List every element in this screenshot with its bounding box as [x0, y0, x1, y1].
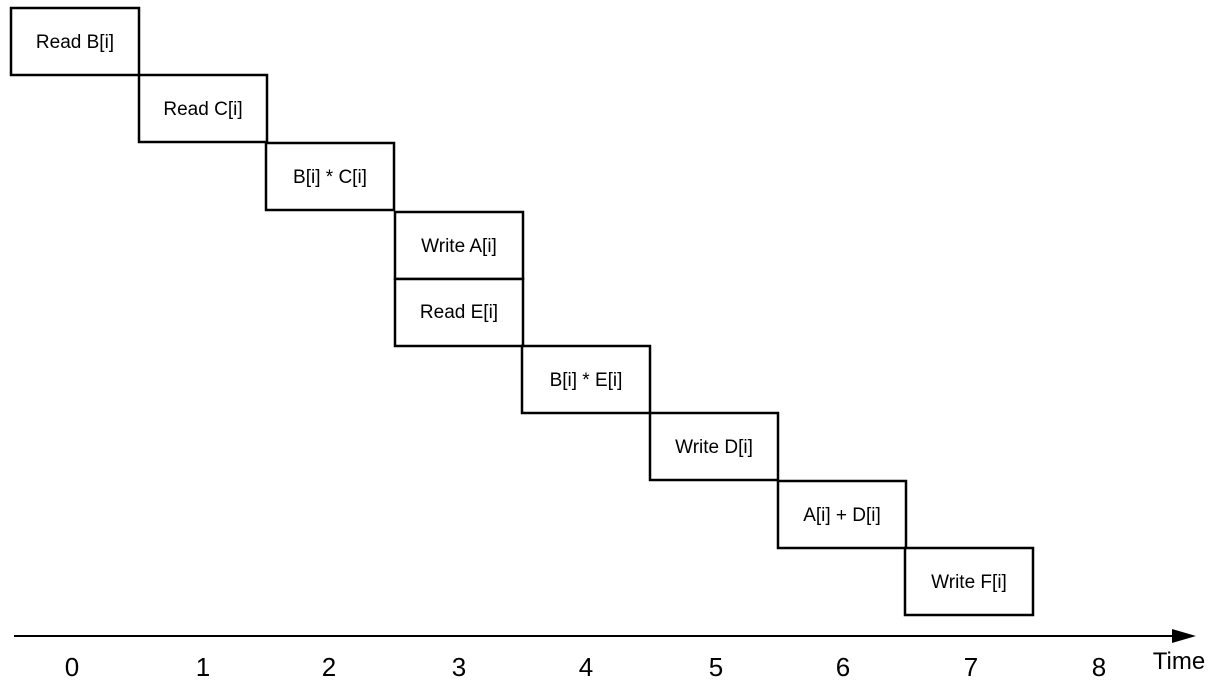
operation-box-read-c: Read C[i] — [137, 73, 269, 144]
tick-label-2: 2 — [322, 652, 336, 682]
operation-box-multiply-b-e: B[i] * E[i] — [520, 344, 652, 415]
operation-label-multiply-b-e: B[i] * E[i] — [550, 370, 623, 391]
operation-box-write-d: Write D[i] — [648, 411, 780, 482]
tick-label-8: 8 — [1092, 652, 1106, 682]
tick-label-3: 3 — [452, 652, 466, 682]
tick-label-5: 5 — [709, 652, 723, 682]
time-axis-arrowhead — [1172, 629, 1196, 643]
operation-box-multiply-b-c: B[i] * C[i] — [264, 141, 396, 212]
time-axis: 0 1 2 3 4 5 6 7 8 Time — [14, 629, 1205, 682]
operation-box-read-b: Read B[i] — [9, 6, 141, 77]
operation-label-write-a: Write A[i] — [421, 236, 497, 257]
operation-box-read-e: Read E[i] — [393, 277, 525, 348]
operation-label-add-a-d: A[i] + D[i] — [803, 505, 881, 526]
operation-label-read-e: Read E[i] — [420, 302, 498, 323]
operation-label-write-d: Write D[i] — [675, 437, 753, 458]
operation-label-write-f: Write F[i] — [931, 572, 1007, 593]
operation-label-read-c: Read C[i] — [163, 99, 242, 120]
tick-label-6: 6 — [836, 652, 850, 682]
operation-box-write-a: Write A[i] — [393, 210, 525, 281]
operation-box-add-a-d: A[i] + D[i] — [776, 479, 908, 550]
tick-label-0: 0 — [65, 652, 79, 682]
tick-label-7: 7 — [964, 652, 978, 682]
tick-label-1: 1 — [196, 652, 210, 682]
operation-label-read-b: Read B[i] — [36, 32, 114, 53]
tick-label-4: 4 — [579, 652, 593, 682]
operation-label-multiply-b-c: B[i] * C[i] — [293, 167, 367, 188]
time-axis-title: Time — [1153, 648, 1205, 675]
operation-box-write-f: Write F[i] — [903, 546, 1035, 617]
